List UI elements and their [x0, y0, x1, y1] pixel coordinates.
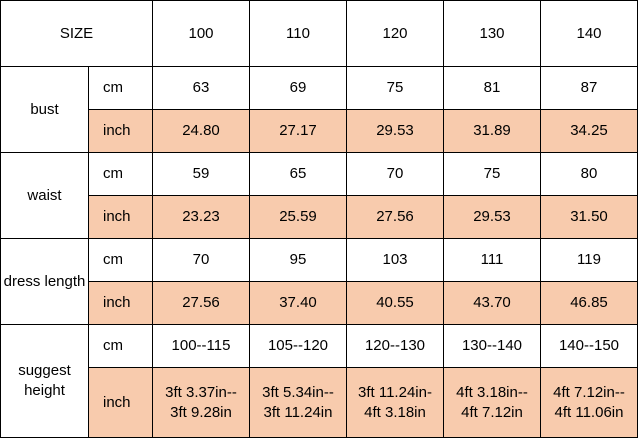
cell-line: 4ft 3.18in — [364, 403, 426, 421]
value-cell: 81 — [443, 66, 541, 110]
value-cell: 3ft 5.34in-- 3ft 11.24in — [249, 367, 347, 438]
data-row: inch 23.23 25.59 27.56 29.53 31.50 — [1, 195, 638, 239]
value-cell: 3ft 3.37in-- 3ft 9.28in — [152, 367, 250, 438]
value-cell: 4ft 7.12in-- 4ft 11.06in — [540, 367, 638, 438]
value-cell: 103 — [346, 238, 444, 282]
size-table: SIZE 100 110 120 130 140 bust cm 63 69 75 81 87 inch 2… — [0, 0, 638, 438]
value-cell: 75 — [346, 66, 444, 110]
header-label: SIZE — [0, 0, 153, 67]
value-cell: 24.80 — [152, 109, 250, 153]
size-header: 100 — [152, 0, 250, 67]
value-cell: 140--150 — [540, 324, 638, 368]
value-cell: 87 — [540, 66, 638, 110]
cell-line: 3ft 11.24in- — [358, 383, 432, 401]
data-row: inch 24.80 27.17 29.53 31.89 34.25 — [1, 109, 638, 153]
group-label: waist — [0, 152, 89, 239]
cell-line: 3ft 3.37in-- — [165, 383, 237, 401]
table-body: SIZE 100 110 120 130 140 bust cm 63 69 75 81 87 inch 2… — [0, 0, 638, 438]
value-cell: 3ft 11.24in- 4ft 3.18in — [346, 367, 444, 438]
value-cell: 27.17 — [249, 109, 347, 153]
value-cell: 120--130 — [346, 324, 444, 368]
value-cell: 34.25 — [540, 109, 638, 153]
cell-line: 4ft 7.12in-- — [553, 383, 625, 401]
data-row: inch 27.56 37.40 40.55 43.70 46.85 — [1, 281, 638, 325]
value-cell: 25.59 — [249, 195, 347, 239]
unit-cell: cm — [88, 66, 153, 110]
value-cell: 75 — [443, 152, 541, 196]
size-header: 130 — [443, 0, 541, 67]
unit-cell: inch — [88, 281, 153, 325]
value-cell: 80 — [540, 152, 638, 196]
unit-cell: inch — [88, 367, 153, 438]
value-cell: 23.23 — [152, 195, 250, 239]
group-label: suggest height — [0, 324, 89, 438]
value-cell: 43.70 — [443, 281, 541, 325]
group-label: bust — [0, 66, 89, 153]
value-cell: 46.85 — [540, 281, 638, 325]
value-cell: 27.56 — [152, 281, 250, 325]
value-cell: 29.53 — [346, 109, 444, 153]
unit-cell: inch — [88, 109, 153, 153]
value-cell: 70 — [346, 152, 444, 196]
data-row: dress length cm 70 95 103 111 119 — [0, 238, 638, 325]
cell-line: 4ft 7.12in — [461, 403, 523, 421]
data-row: bust cm 63 69 75 81 87 — [0, 66, 638, 153]
value-cell: 70 — [152, 238, 250, 282]
value-cell: 27.56 — [346, 195, 444, 239]
value-cell: 63 — [152, 66, 250, 110]
value-cell: 40.55 — [346, 281, 444, 325]
cell-line: 3ft 5.34in-- — [262, 383, 334, 401]
cell-line: 3ft 9.28in — [170, 403, 232, 421]
data-row: waist cm 59 65 70 75 80 — [0, 152, 638, 239]
value-cell: 111 — [443, 238, 541, 282]
value-cell: 4ft 3.18in-- 4ft 7.12in — [443, 367, 541, 438]
size-header: 140 — [540, 0, 638, 67]
data-row: inch 3ft 3.37in-- 3ft 9.28in 3ft 5.34in-- 3f… — [1, 367, 638, 438]
group-label: dress length — [0, 238, 89, 325]
unit-cell: cm — [88, 238, 153, 282]
size-header: 120 — [346, 0, 444, 67]
value-cell: 59 — [152, 152, 250, 196]
value-cell: 29.53 — [443, 195, 541, 239]
value-cell: 130--140 — [443, 324, 541, 368]
header-row: SIZE 100 110 120 130 140 — [0, 0, 638, 67]
value-cell: 37.40 — [249, 281, 347, 325]
unit-cell: cm — [88, 324, 153, 368]
value-cell: 100--115 — [152, 324, 250, 368]
value-cell: 119 — [540, 238, 638, 282]
cell-line: 4ft 11.06in — [554, 403, 624, 421]
data-row: suggest height cm 100--115 105--120 120--130… — [0, 324, 638, 438]
value-cell: 31.89 — [443, 109, 541, 153]
cell-line: 4ft 3.18in-- — [456, 383, 528, 401]
value-cell: 105--120 — [249, 324, 347, 368]
unit-cell: inch — [88, 195, 153, 239]
value-cell: 31.50 — [540, 195, 638, 239]
value-cell: 95 — [249, 238, 347, 282]
value-cell: 69 — [249, 66, 347, 110]
cell-line: 3ft 11.24in — [263, 403, 333, 421]
size-header: 110 — [249, 0, 347, 67]
unit-cell: cm — [88, 152, 153, 196]
value-cell: 65 — [249, 152, 347, 196]
